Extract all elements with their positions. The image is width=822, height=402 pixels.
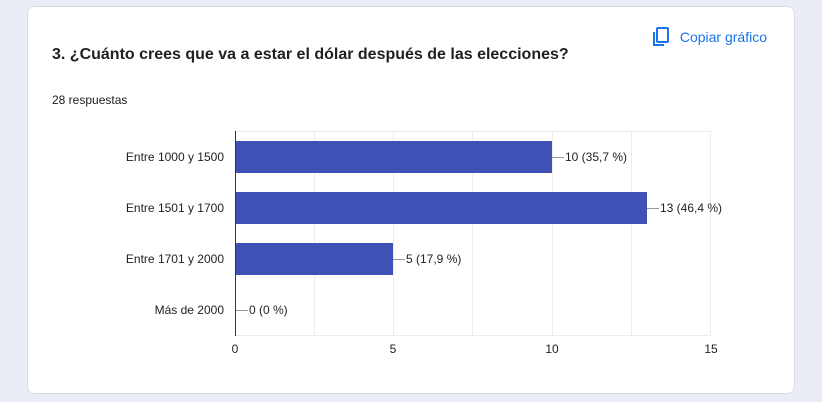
copy-chart-label: Copiar gráfico xyxy=(679,29,767,45)
gridline-bottom xyxy=(235,335,711,336)
label-leader xyxy=(552,157,564,158)
x-tick-label: 5 xyxy=(389,342,397,356)
copy-chart-button[interactable]: Copiar gráfico xyxy=(652,27,767,47)
question-title: 3. ¿Cuánto crees que va a estar el dólar… xyxy=(52,46,569,63)
y-axis xyxy=(235,131,236,336)
x-tick-label: 0 xyxy=(231,342,239,356)
data-label: 13 (46,4 %) xyxy=(660,201,723,215)
category-label: Entre 1701 y 2000 xyxy=(125,252,224,266)
data-label: 10 (35,7 %) xyxy=(565,150,628,164)
label-leader xyxy=(236,310,248,311)
category-label: Más de 2000 xyxy=(154,303,224,317)
gridline xyxy=(393,131,394,335)
data-label: 5 (17,9 %) xyxy=(406,252,462,266)
response-count: 28 respuestas xyxy=(52,93,128,107)
gridline xyxy=(472,131,473,335)
gridline-top xyxy=(235,131,711,132)
gridline xyxy=(710,131,711,335)
gridline xyxy=(631,131,632,335)
copy-icon xyxy=(652,27,669,46)
category-label: Entre 1501 y 1700 xyxy=(125,201,224,215)
gridline xyxy=(314,131,315,335)
data-label: 0 (0 %) xyxy=(249,303,288,317)
bar[interactable] xyxy=(236,141,552,173)
gridline xyxy=(552,131,553,335)
bar[interactable] xyxy=(236,243,393,275)
label-leader xyxy=(647,208,659,209)
x-tick-label: 10 xyxy=(545,342,559,356)
bar-chart: Entre 1000 y 1500 Entre 1501 y 1700 Entr… xyxy=(28,7,794,393)
bar[interactable] xyxy=(236,192,647,224)
x-tick-label: 15 xyxy=(704,342,718,356)
label-leader xyxy=(393,259,405,260)
question-card: 3. ¿Cuánto crees que va a estar el dólar… xyxy=(27,6,795,394)
category-label: Entre 1000 y 1500 xyxy=(125,150,224,164)
